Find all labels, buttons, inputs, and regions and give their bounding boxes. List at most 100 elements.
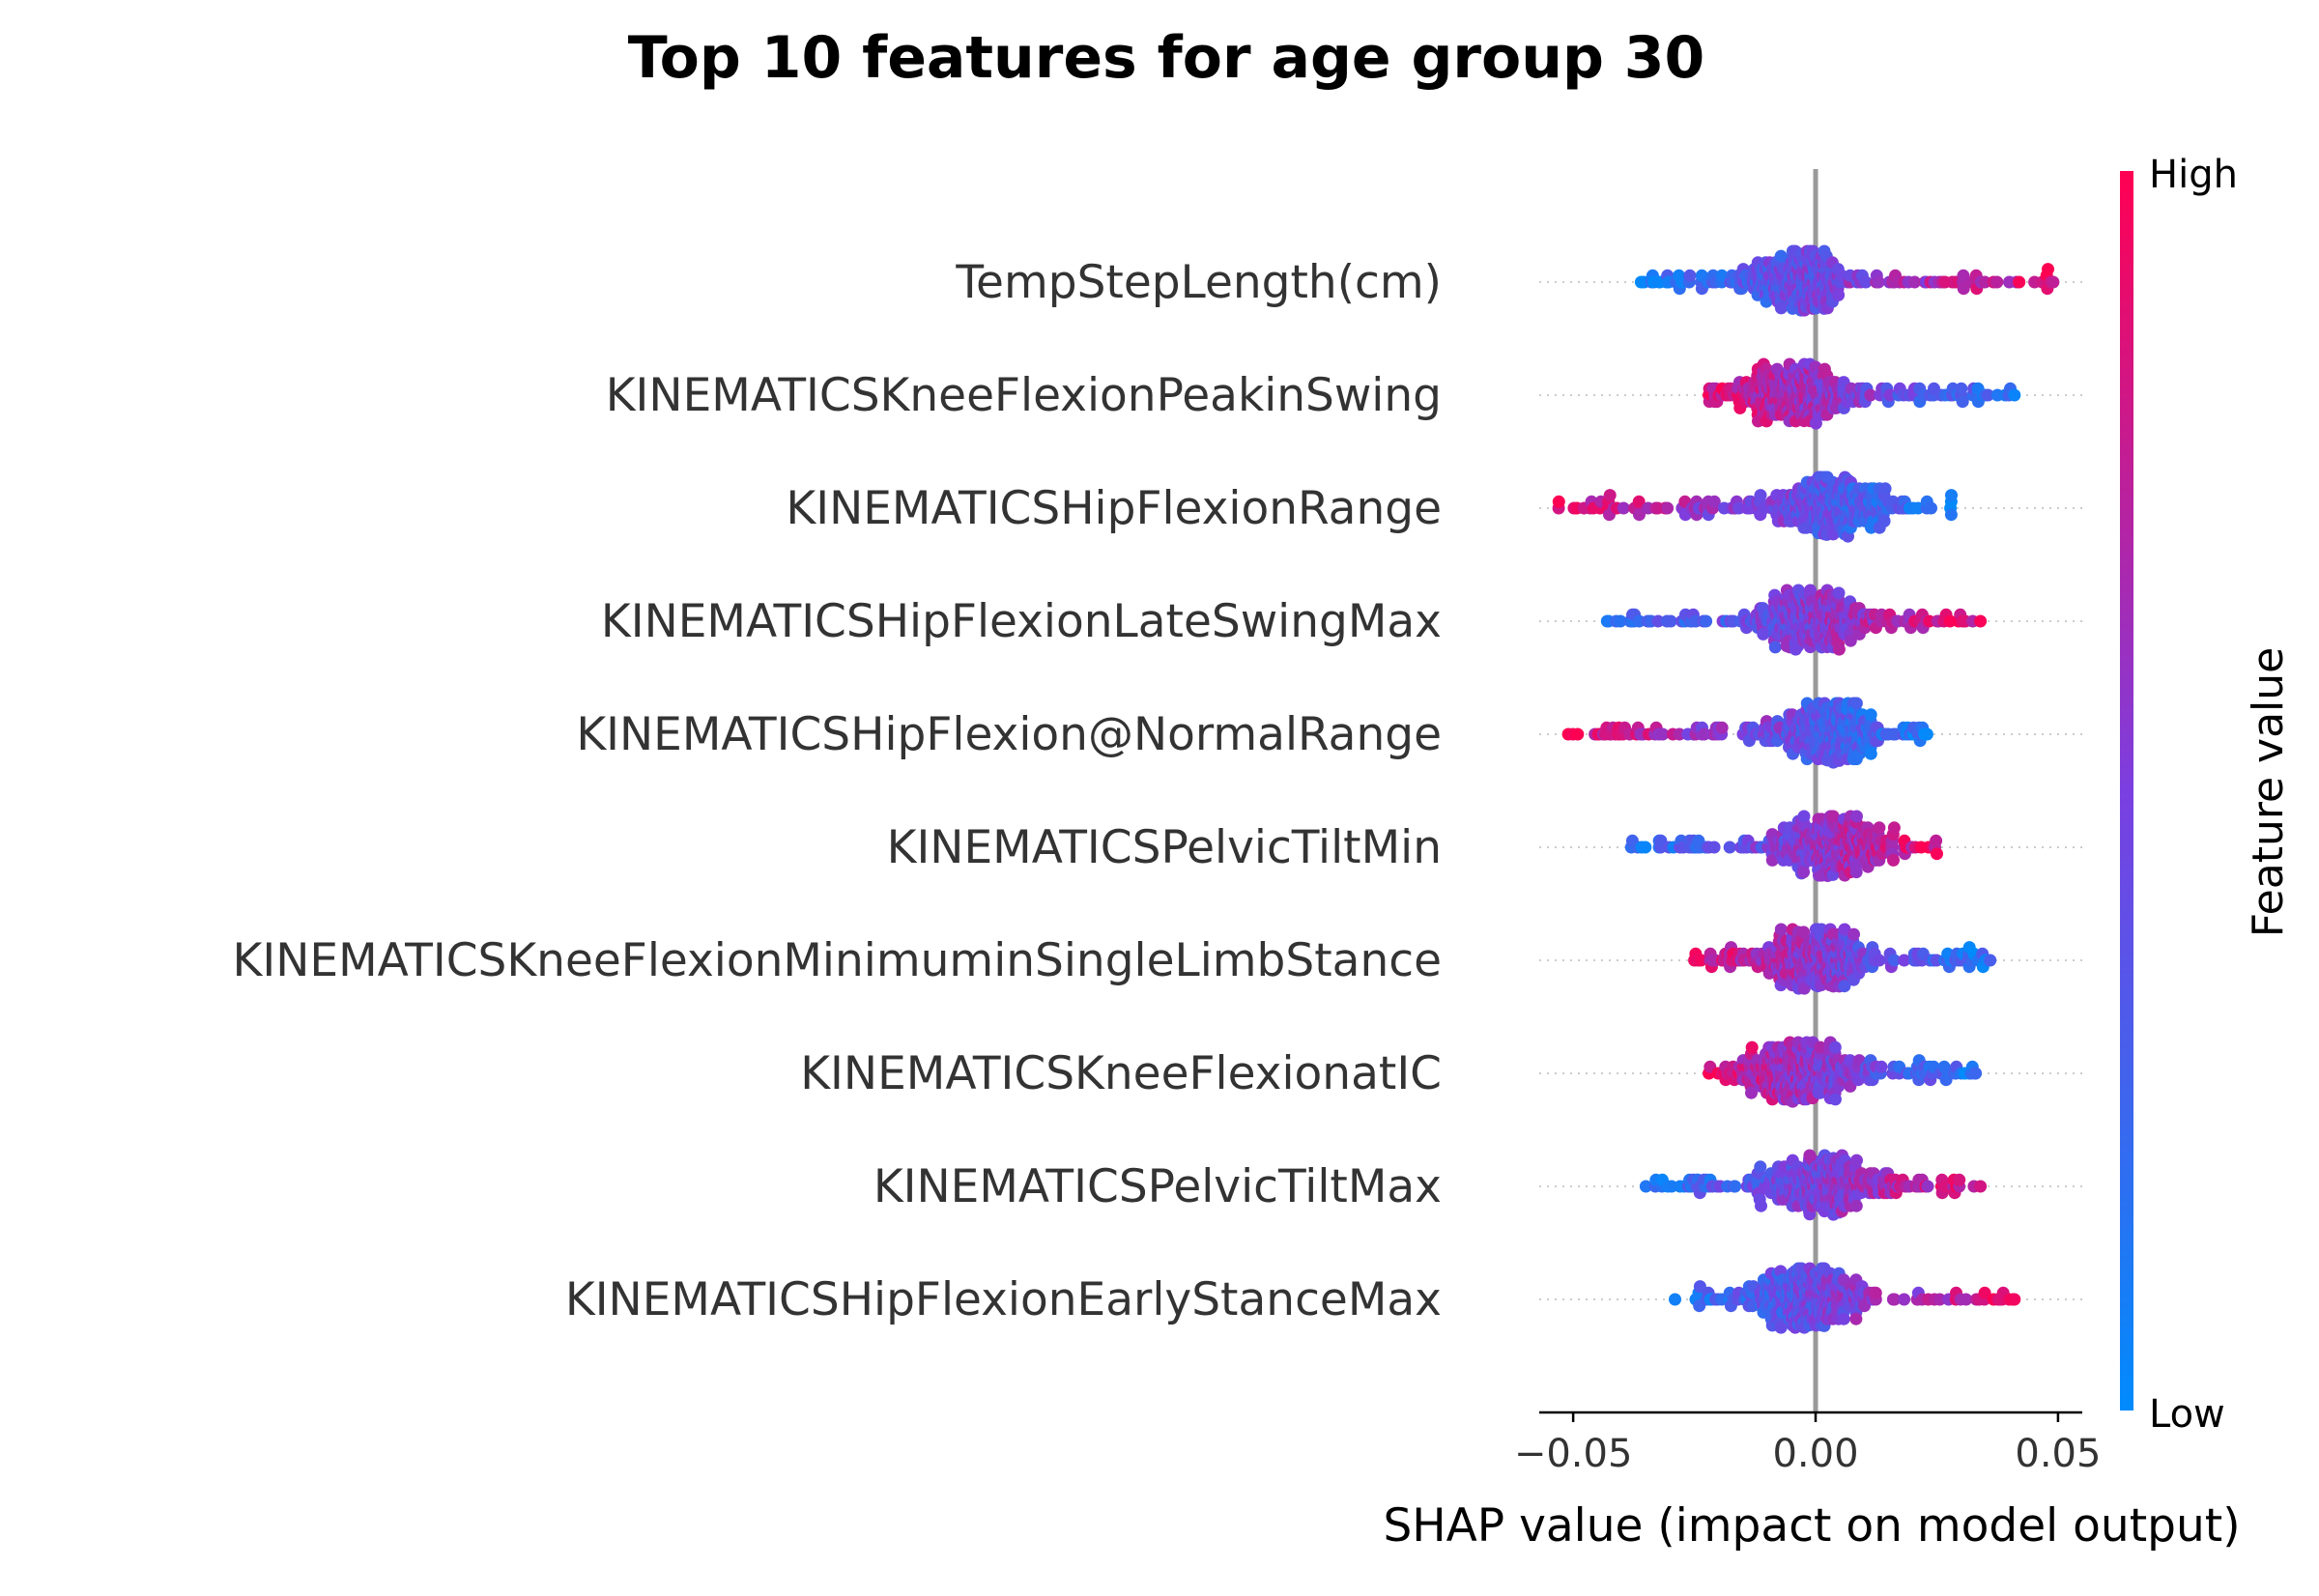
feature-label: KINEMATICSPelvicTiltMin — [887, 821, 1442, 874]
shap-point — [1669, 1293, 1681, 1306]
feature-label: KINEMATICSKneeFlexionPeakinSwing — [606, 369, 1442, 422]
shap-point — [1898, 1293, 1911, 1306]
points-layer — [1552, 244, 2060, 1334]
shap-point — [1875, 1060, 1888, 1073]
shap-point — [1869, 1286, 1882, 1299]
colorbar — [2120, 171, 2133, 1411]
shap-point — [1832, 586, 1846, 600]
shap-point — [1849, 1312, 1863, 1325]
shap-point — [1888, 1293, 1902, 1306]
shap-point — [1814, 1086, 1827, 1099]
feature-label: KINEMATICSKneeFlexionatIC — [800, 1047, 1442, 1100]
shap-point — [1754, 1160, 1767, 1174]
feature-label: KINEMATICSHipFlexion@NormalRange — [576, 708, 1442, 761]
shap-point — [1694, 954, 1707, 967]
shap-point — [1715, 269, 1729, 282]
shap-point — [1849, 1199, 1863, 1212]
chart-title: Top 10 features for age group 30 — [628, 24, 1705, 92]
x-tick-label: −0.05 — [1514, 1432, 1633, 1476]
shap-point — [1571, 727, 1585, 741]
shap-point — [1847, 927, 1860, 941]
shap-point — [1614, 614, 1627, 628]
shap-point — [1707, 495, 1721, 508]
shap-point — [1908, 275, 1921, 289]
shap-point — [1955, 382, 1968, 395]
shap-point — [1844, 634, 1857, 647]
feature-label: KINEMATICSHipFlexionLateSwingMax — [601, 595, 1442, 648]
shap-point — [1850, 810, 1863, 823]
shap-point — [1837, 1312, 1850, 1325]
shap-point — [1887, 821, 1901, 835]
shap-point — [1814, 1040, 1827, 1054]
shap-point — [1969, 1067, 1983, 1080]
row-guides — [1539, 281, 2082, 1300]
shap-point — [1864, 747, 1877, 760]
shap-point — [1656, 727, 1670, 741]
shap-point — [1957, 282, 1970, 296]
shap-point — [1755, 1199, 1767, 1212]
shap-point — [1873, 954, 1886, 967]
shap-point — [1754, 489, 1767, 502]
shap-point — [1990, 275, 2004, 289]
shap-point — [1981, 388, 1994, 402]
shap-point — [2008, 388, 2021, 402]
shap-point — [1828, 1040, 1842, 1054]
shap-point — [1826, 810, 1840, 823]
shap-point — [1832, 288, 1846, 301]
feature-labels: TempStepLength(cm) KINEMATICSKneeFlexionP… — [233, 256, 1442, 1326]
shap-point — [1887, 853, 1900, 867]
shap-point — [1898, 954, 1911, 967]
shap-point — [1945, 489, 1958, 502]
shap-point — [1774, 249, 1788, 263]
shap-point — [2047, 275, 2060, 289]
shap-point — [1933, 1293, 1946, 1306]
colorbar-low-label: Low — [2149, 1392, 2225, 1437]
shap-point — [1768, 641, 1782, 654]
x-tick-label: 0.00 — [1772, 1432, 1858, 1476]
feature-label: KINEMATICSHipFlexionRange — [786, 482, 1442, 535]
shap-point — [1864, 708, 1877, 722]
shap-point — [1745, 1086, 1758, 1099]
feature-label: TempStepLength(cm) — [955, 256, 1442, 309]
shap-point — [1953, 1173, 1966, 1186]
shap-point — [1632, 495, 1646, 508]
shap-point — [1838, 923, 1851, 936]
shap-point — [1956, 395, 1969, 409]
shap-point — [1633, 508, 1646, 522]
shap-point — [1957, 269, 1970, 282]
shap-point — [1603, 489, 1617, 502]
shap-point — [1661, 501, 1675, 515]
shap-point — [1664, 614, 1677, 628]
colorbar-title: Feature value — [2244, 647, 2293, 937]
shap-point — [1797, 866, 1811, 879]
shap-point — [1683, 269, 1697, 282]
shap-point — [1632, 614, 1646, 628]
shap-point — [1729, 1180, 1742, 1193]
shap-point — [1978, 1286, 1991, 1299]
shap-point — [1651, 614, 1665, 628]
shap-point — [1873, 821, 1886, 835]
shap-point — [1925, 501, 1937, 515]
shap-point — [1617, 501, 1630, 515]
shap-point — [1797, 810, 1811, 823]
shap-point — [1920, 727, 1933, 741]
shap-point — [1850, 1154, 1863, 1167]
shap-point — [1974, 1180, 1988, 1193]
shap-point — [1723, 841, 1736, 854]
x-ticks: −0.05 0.00 0.05 — [1514, 1412, 2101, 1476]
shap-point — [1774, 1321, 1788, 1334]
shap-point — [1887, 954, 1901, 967]
shap-point — [1878, 482, 1892, 496]
shap-point — [1864, 388, 1877, 402]
x-tick-label: 0.05 — [2015, 1432, 2101, 1476]
shap-point — [1700, 614, 1713, 628]
shap-point — [1838, 980, 1851, 993]
shap-point — [1774, 923, 1788, 936]
shap-point — [1757, 627, 1770, 641]
feature-label: KINEMATICSKneeFlexionMinimuminSingleLimb… — [233, 934, 1442, 987]
shap-point — [1859, 275, 1873, 289]
shap-point — [1707, 841, 1721, 854]
shap-point — [1974, 614, 1988, 628]
shap-point — [1930, 834, 1943, 847]
